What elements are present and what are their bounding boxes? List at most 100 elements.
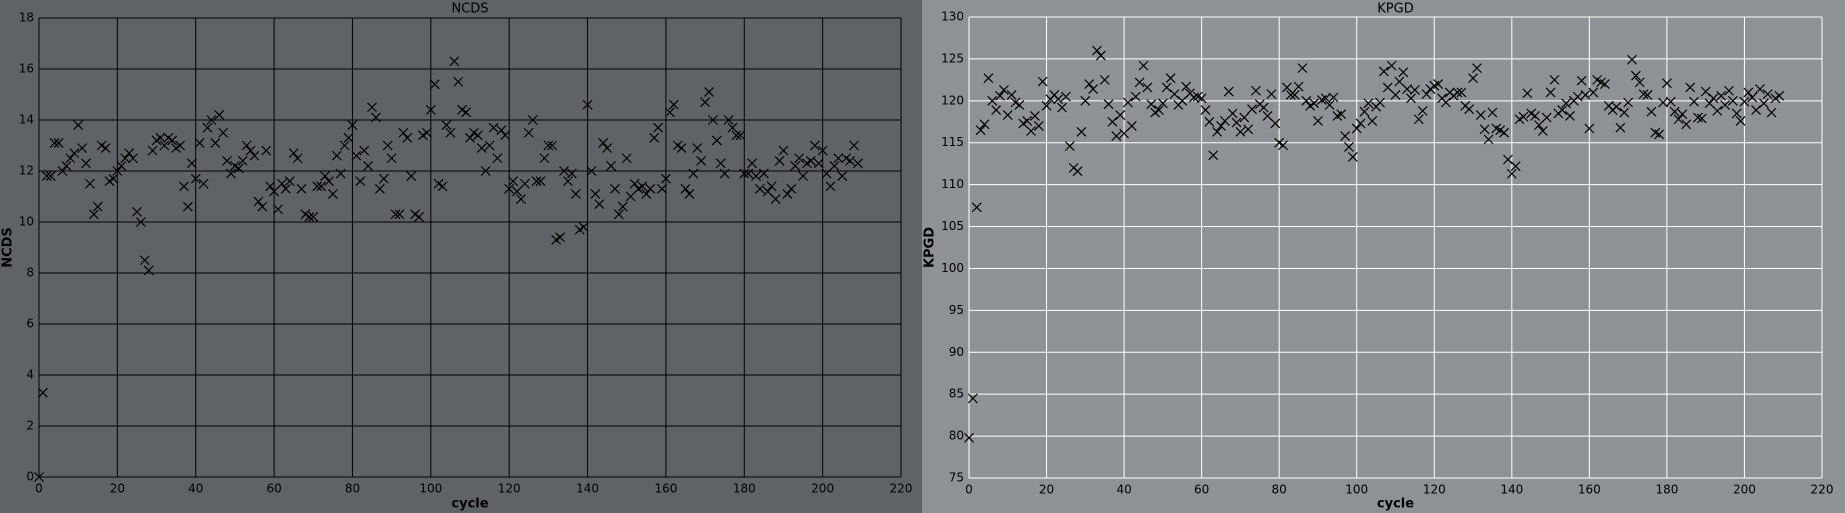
point bbox=[676, 143, 687, 153]
point bbox=[1588, 87, 1599, 98]
point bbox=[786, 183, 797, 194]
point bbox=[813, 158, 824, 169]
point bbox=[179, 181, 189, 192]
point bbox=[1227, 108, 1238, 119]
point bbox=[766, 181, 777, 192]
point bbox=[1340, 131, 1351, 141]
point bbox=[1774, 90, 1785, 101]
point bbox=[1328, 92, 1339, 103]
point bbox=[1638, 89, 1649, 100]
point bbox=[1421, 89, 1432, 100]
x-axis-label: cycle bbox=[451, 497, 488, 512]
x-tick-label: 100 bbox=[1345, 483, 1368, 497]
point bbox=[983, 73, 994, 84]
point bbox=[1181, 81, 1192, 92]
point bbox=[1394, 76, 1405, 87]
point bbox=[269, 186, 280, 197]
point bbox=[386, 153, 397, 164]
point bbox=[1619, 107, 1630, 118]
point bbox=[1006, 90, 1017, 100]
point bbox=[1440, 97, 1451, 108]
point bbox=[617, 201, 628, 212]
point bbox=[1216, 121, 1226, 131]
point bbox=[739, 168, 750, 179]
point bbox=[1755, 84, 1765, 95]
point bbox=[727, 122, 738, 133]
point bbox=[339, 140, 350, 151]
point bbox=[421, 127, 432, 138]
point bbox=[198, 178, 209, 189]
point bbox=[817, 145, 828, 156]
point bbox=[1092, 45, 1102, 56]
point bbox=[755, 183, 765, 194]
point bbox=[547, 140, 558, 151]
point bbox=[1673, 114, 1684, 125]
point bbox=[1693, 112, 1703, 123]
panel-background bbox=[922, 0, 1845, 513]
point bbox=[653, 122, 663, 133]
point bbox=[1375, 97, 1385, 108]
y-axis-label: KPGD bbox=[923, 227, 938, 268]
x-tick-label: 180 bbox=[733, 482, 756, 496]
point bbox=[845, 155, 855, 166]
y-axis-label: NCDS bbox=[1, 227, 16, 268]
point bbox=[1557, 105, 1568, 115]
point bbox=[762, 186, 773, 197]
chart-title: NCDS bbox=[451, 2, 488, 17]
point bbox=[606, 160, 616, 171]
point bbox=[371, 112, 381, 123]
point bbox=[88, 209, 99, 220]
point bbox=[1095, 50, 1106, 61]
point bbox=[1188, 92, 1199, 103]
point bbox=[167, 135, 178, 146]
x-tick-label: 160 bbox=[654, 482, 677, 496]
point bbox=[1138, 60, 1149, 71]
point bbox=[437, 181, 448, 192]
point bbox=[519, 178, 530, 189]
point bbox=[1177, 95, 1188, 106]
point bbox=[398, 127, 409, 138]
point bbox=[1033, 121, 1044, 131]
point bbox=[1665, 96, 1676, 107]
point bbox=[1654, 129, 1665, 140]
point bbox=[355, 176, 366, 187]
point bbox=[53, 138, 64, 148]
point bbox=[1386, 60, 1397, 71]
point bbox=[790, 160, 801, 171]
point bbox=[1681, 119, 1692, 130]
point bbox=[1499, 127, 1509, 138]
point bbox=[1599, 79, 1610, 89]
point bbox=[1572, 91, 1583, 102]
point bbox=[1712, 105, 1723, 116]
point bbox=[1580, 90, 1591, 100]
point bbox=[496, 125, 507, 136]
point bbox=[73, 120, 84, 131]
point bbox=[1072, 166, 1083, 177]
point bbox=[1766, 107, 1777, 118]
x-tick-label: 220 bbox=[1811, 483, 1834, 497]
point bbox=[1452, 87, 1463, 98]
point bbox=[1739, 96, 1750, 107]
point bbox=[1111, 131, 1122, 141]
point bbox=[324, 176, 334, 187]
point bbox=[708, 115, 718, 125]
point bbox=[637, 181, 648, 192]
point bbox=[1669, 106, 1680, 117]
point bbox=[1724, 85, 1734, 96]
point bbox=[465, 132, 475, 143]
point bbox=[1378, 66, 1389, 77]
point bbox=[1309, 98, 1320, 109]
point bbox=[77, 143, 88, 153]
point bbox=[92, 201, 103, 212]
point bbox=[531, 176, 542, 187]
point bbox=[1475, 110, 1486, 120]
point bbox=[1320, 93, 1331, 104]
point bbox=[1510, 161, 1521, 172]
point bbox=[249, 150, 260, 161]
point bbox=[829, 160, 840, 171]
point bbox=[1700, 86, 1711, 97]
point bbox=[461, 107, 472, 118]
point bbox=[69, 148, 80, 159]
point bbox=[1165, 73, 1176, 84]
